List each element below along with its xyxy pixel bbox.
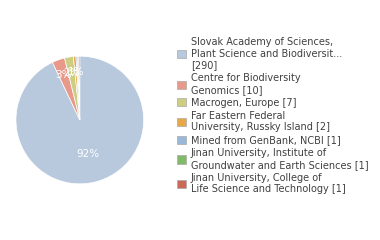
Wedge shape bbox=[16, 56, 144, 184]
Wedge shape bbox=[52, 58, 80, 120]
Wedge shape bbox=[76, 56, 80, 120]
Wedge shape bbox=[65, 56, 80, 120]
Text: 92%: 92% bbox=[76, 149, 99, 159]
Wedge shape bbox=[73, 56, 80, 120]
Wedge shape bbox=[79, 56, 80, 120]
Wedge shape bbox=[77, 56, 80, 120]
Legend: Slovak Academy of Sciences,
Plant Science and Biodiversit...
[290], Centre for B: Slovak Academy of Sciences, Plant Scienc… bbox=[177, 37, 369, 194]
Text: 3%: 3% bbox=[55, 70, 72, 80]
Text: 2%: 2% bbox=[63, 68, 80, 78]
Text: 1%: 1% bbox=[68, 67, 84, 77]
